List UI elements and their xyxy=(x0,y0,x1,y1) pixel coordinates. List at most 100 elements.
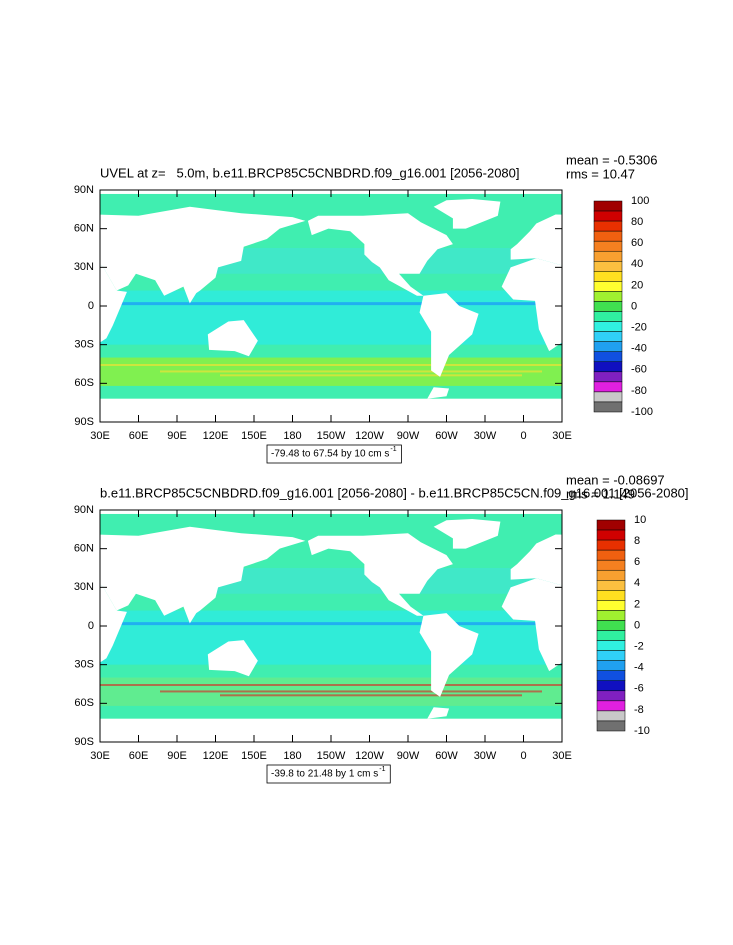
lat-label: 90N xyxy=(74,504,94,516)
info-exponent: -1 xyxy=(390,446,396,453)
info-box: -79.48 to 67.54 by 10 cm s -1 xyxy=(266,444,402,464)
land xyxy=(207,640,258,677)
lon-label: 30E xyxy=(90,430,110,442)
colorbar-box xyxy=(593,371,623,383)
colorbar-label: -2 xyxy=(634,641,644,653)
colorbar-label: -6 xyxy=(634,683,644,695)
lon-label: 120W xyxy=(355,430,384,442)
map-fill xyxy=(100,190,720,422)
land xyxy=(501,258,562,352)
land xyxy=(670,640,720,676)
colorbar-box xyxy=(596,539,626,551)
land xyxy=(100,526,306,624)
ocean-band xyxy=(100,622,562,626)
lon-label: 90E xyxy=(167,750,187,762)
colorbar-box xyxy=(596,519,626,531)
lon-label: 60E xyxy=(129,750,149,762)
ocean-band xyxy=(100,290,562,345)
land xyxy=(427,387,450,399)
colorbar-box xyxy=(593,271,623,282)
colorbar-label: -80 xyxy=(631,385,647,397)
lon-label: 30W xyxy=(474,750,497,762)
lon-label: 180 xyxy=(283,750,301,762)
land xyxy=(307,213,453,296)
land xyxy=(100,585,127,663)
land xyxy=(501,578,562,672)
land xyxy=(419,293,479,377)
front xyxy=(100,684,562,686)
colorbar-box xyxy=(596,559,626,571)
land xyxy=(0,519,38,549)
colorbar-box xyxy=(593,220,623,232)
colorbar-box xyxy=(593,230,623,242)
colorbar-box xyxy=(593,321,623,332)
front xyxy=(220,694,522,697)
rms: rms = 10.47 xyxy=(566,166,635,181)
lon-label: 90W xyxy=(397,430,420,442)
land xyxy=(510,214,562,266)
front xyxy=(160,370,542,373)
colorbar-box xyxy=(593,331,623,342)
info-label: -39.8 to 21.48 by 1 cm s xyxy=(271,769,378,780)
colorbar-label: 80 xyxy=(631,216,643,228)
lat-label: 30S xyxy=(74,659,94,671)
ocean-band xyxy=(100,302,562,306)
lon-label: 90E xyxy=(167,430,187,442)
lat-label: 60N xyxy=(74,543,94,555)
colorbar-label: 2 xyxy=(634,598,640,610)
info-frame xyxy=(266,764,391,784)
colorbar-label: 8 xyxy=(634,535,640,547)
colorbar-box xyxy=(596,650,626,661)
colorbar-box xyxy=(596,660,626,671)
lon-label: 120E xyxy=(203,750,229,762)
map-fill xyxy=(0,510,720,742)
lon-label: 30E xyxy=(552,430,572,442)
colorbar-box xyxy=(593,311,623,322)
lat-label: 60S xyxy=(74,697,94,709)
lon-label: 30W xyxy=(474,430,497,442)
colorbar-box xyxy=(596,569,626,581)
panel-title: b.e11.BRCP85C5CNBDRD.f09_g16.001 [2056-2… xyxy=(100,485,689,500)
colorbar-box xyxy=(593,391,623,403)
lon-label: 180 xyxy=(283,430,301,442)
land xyxy=(419,613,479,697)
lon-label: 60W xyxy=(435,750,458,762)
lon-label: 120E xyxy=(203,430,229,442)
colorbar-box xyxy=(593,261,623,272)
colorbar-label: -10 xyxy=(634,725,650,737)
mean: mean = -0.5306 xyxy=(566,152,657,167)
panel-title: UVEL at z= 5.0m, b.e11.BRCP85C5CNBDRD.f0… xyxy=(100,165,520,180)
colorbar-label: 0 xyxy=(631,300,637,312)
colorbar-box xyxy=(596,640,626,651)
colorbar-label: -20 xyxy=(631,322,647,334)
colorbar-label: 100 xyxy=(631,195,649,207)
lat-label: 90S xyxy=(74,736,94,748)
lon-label: 150E xyxy=(241,430,267,442)
lat-label: 30N xyxy=(74,581,94,593)
lat-label: 90N xyxy=(74,184,94,196)
colorbar-box xyxy=(596,690,626,702)
land xyxy=(433,519,501,549)
lon-label: 30E xyxy=(552,750,572,762)
lon-label: 90W xyxy=(397,750,420,762)
lon-label: 0 xyxy=(520,430,526,442)
colorbar-label: 40 xyxy=(631,258,643,270)
colorbar-label: -8 xyxy=(634,704,644,716)
colorbar-box xyxy=(596,590,626,601)
colorbar-label: 10 xyxy=(634,514,646,526)
lon-label: 60E xyxy=(129,430,149,442)
colorbar-box xyxy=(593,401,623,413)
colorbar-box xyxy=(596,600,626,611)
colorbar-box xyxy=(593,361,623,373)
colorbar-box xyxy=(596,680,626,692)
colorbar-box xyxy=(593,301,623,312)
colorbar-box xyxy=(596,670,626,682)
info-label: -79.48 to 67.54 by 10 cm s xyxy=(271,449,389,460)
colorbar-box xyxy=(596,630,626,641)
land xyxy=(670,320,720,356)
colorbar-box xyxy=(596,710,626,722)
colorbar-box xyxy=(593,281,623,292)
land xyxy=(100,206,306,304)
land xyxy=(307,533,453,616)
lon-label: 120W xyxy=(355,750,384,762)
